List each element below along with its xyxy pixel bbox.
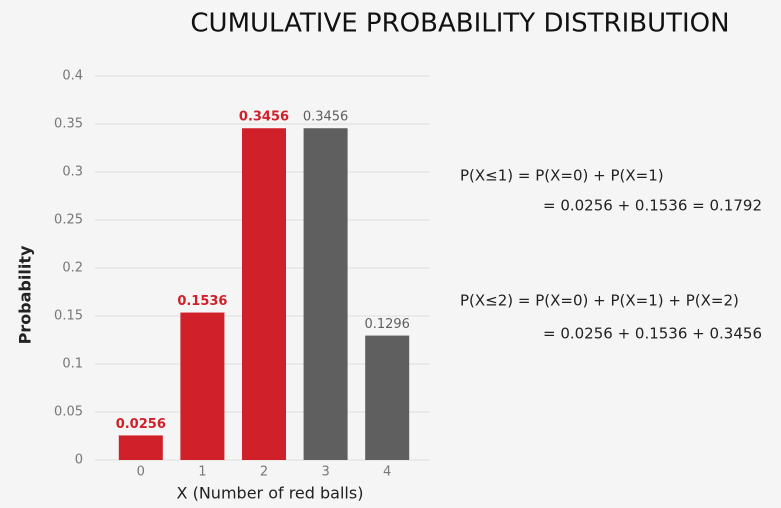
annotation: P(X≤2) = P(X=0) + P(X=1) + P(X=2) xyxy=(460,292,739,310)
bar xyxy=(365,335,410,460)
value-label: 0.1536 xyxy=(177,294,227,309)
bar xyxy=(180,312,225,460)
x-tick-label: 0 xyxy=(137,465,145,480)
x-tick-label: 4 xyxy=(383,465,391,480)
y-axis-label: Probability xyxy=(16,245,35,344)
annotation: P(X≤1) = P(X=0) + P(X=1) xyxy=(460,167,664,185)
y-tick-label: 0.05 xyxy=(54,405,83,420)
value-label: 0.3456 xyxy=(303,110,349,125)
bar xyxy=(242,128,286,460)
x-tick-label: 2 xyxy=(260,465,268,480)
y-tick-label: 0.2 xyxy=(62,261,83,276)
y-tick-label: 0.1 xyxy=(62,357,83,372)
bar xyxy=(118,435,163,460)
y-tick-label: 0 xyxy=(75,453,83,468)
bar xyxy=(303,128,348,460)
y-tick-label: 0.15 xyxy=(54,309,83,324)
x-tick-label: 3 xyxy=(321,465,329,480)
annotation: = 0.0256 + 0.1536 + 0.3456 xyxy=(543,325,762,343)
y-tick-label: 0.3 xyxy=(62,165,83,180)
value-label: 0.1296 xyxy=(364,317,410,332)
chart-title: CUMULATIVE PROBABILITY DISTRIBUTION xyxy=(190,9,729,39)
x-axis-label: X (Number of red balls) xyxy=(177,484,364,503)
value-label: 0.3456 xyxy=(239,110,289,125)
value-label: 0.0256 xyxy=(116,417,166,432)
annotation: = 0.0256 + 0.1536 = 0.1792 xyxy=(543,197,762,215)
y-tick-label: 0.4 xyxy=(62,69,83,84)
x-tick-label: 1 xyxy=(198,465,206,480)
y-tick-label: 0.35 xyxy=(54,117,83,132)
y-tick-label: 0.25 xyxy=(54,213,83,228)
